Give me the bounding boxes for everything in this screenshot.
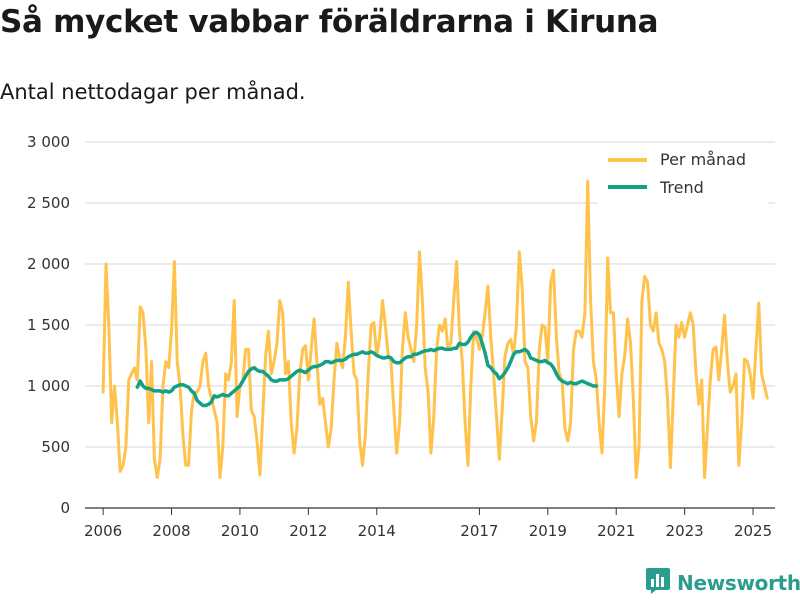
bar-chart-logo-icon	[645, 567, 671, 599]
y-tick-label: 2 500	[27, 194, 70, 212]
series-line-per-manad	[101, 179, 769, 479]
chart-subtitle: Antal nettodagar per månad.	[0, 80, 306, 104]
x-axis: 2006 2008 2010 2012 2014 2017 2019 2021 2023 2025	[84, 508, 772, 540]
brand-logo: Newsworthy	[645, 568, 800, 598]
legend-label-per-manad: Per månad	[660, 150, 746, 169]
x-tick-label: 2021	[597, 522, 635, 540]
y-tick-label: 0	[60, 499, 70, 517]
gridlines	[85, 141, 775, 509]
y-tick-label: 1 500	[27, 316, 70, 334]
data-lines	[101, 179, 769, 479]
x-tick-label: 2010	[221, 522, 259, 540]
legend: Per månad Trend	[598, 146, 768, 204]
x-tick-label: 2012	[289, 522, 327, 540]
x-tick-label: 2006	[84, 522, 122, 540]
x-tick-label: 2008	[152, 522, 190, 540]
legend-label-trend: Trend	[659, 178, 704, 197]
y-tick-label: 2 000	[27, 255, 70, 273]
series-line-trend	[135, 330, 599, 408]
x-tick-label: 2019	[529, 522, 567, 540]
x-tick-label: 2023	[666, 522, 704, 540]
x-tick-label: 2014	[358, 522, 396, 540]
y-tick-label: 500	[41, 438, 70, 456]
y-tick-label: 3 000	[27, 133, 70, 151]
brand-name: Newsworthy	[677, 571, 800, 595]
y-axis-labels: 0 500 1 000 1 500 2 000 2 500 3 000	[27, 133, 70, 517]
legend-background	[598, 146, 768, 204]
x-tick-label: 2017	[460, 522, 498, 540]
x-tick-label: 2025	[734, 522, 772, 540]
y-tick-label: 1 000	[27, 377, 70, 395]
chart-title: Så mycket vabbar föräldrarna i Kiruna	[0, 4, 659, 40]
